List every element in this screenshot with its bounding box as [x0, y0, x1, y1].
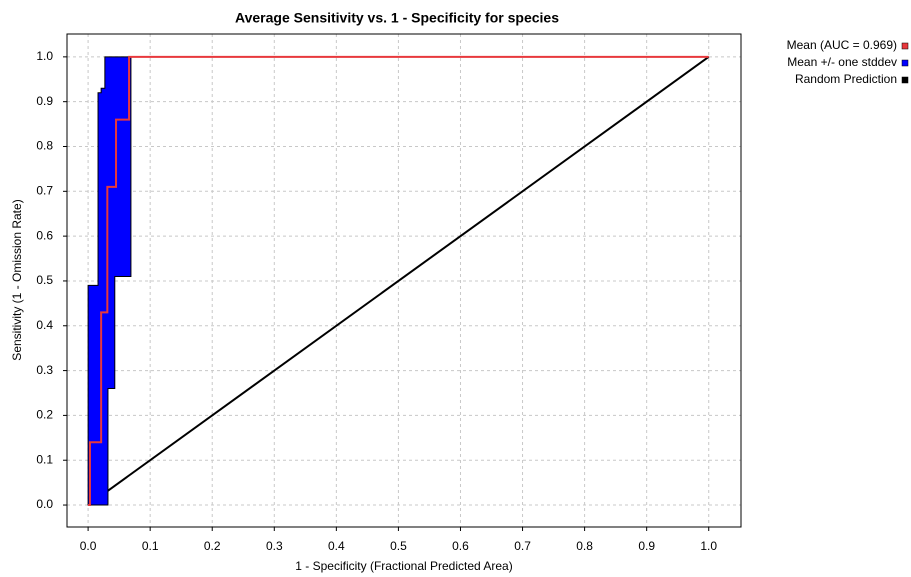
x-tick-label: 0.0 — [80, 539, 97, 553]
y-tick-label: 0.8 — [36, 139, 53, 153]
legend-label: Mean (AUC = 0.969) — [787, 38, 897, 52]
x-tick-label: 0.7 — [514, 539, 531, 553]
y-tick-label: 0.0 — [36, 497, 53, 511]
y-tick-label: 0.1 — [36, 452, 53, 466]
legend-label: Random Prediction — [795, 72, 897, 86]
series-line — [88, 55, 709, 507]
x-tick-label: 1.0 — [700, 539, 717, 553]
plot-border — [66, 33, 742, 528]
chart-title: Average Sensitivity vs. 1 - Specificity … — [235, 10, 559, 26]
x-tick-label: 0.9 — [638, 539, 655, 553]
legend-label: Mean +/- one stddev — [787, 55, 897, 69]
y-tick-label: 0.3 — [36, 363, 53, 377]
y-tick-label: 0.5 — [36, 273, 53, 287]
x-tick-label: 0.4 — [328, 539, 345, 553]
x-tick-label: 0.6 — [452, 539, 469, 553]
x-axis-label: 1 - Specificity (Fractional Predicted Ar… — [295, 559, 512, 573]
y-tick-label: 0.4 — [36, 318, 53, 332]
y-tick-label: 0.9 — [36, 94, 53, 108]
y-tick-label: 1.0 — [36, 49, 53, 63]
x-tick-label: 0.3 — [266, 539, 283, 553]
x-tick-label: 0.2 — [204, 539, 221, 553]
legend-swatch — [901, 42, 909, 50]
legend-swatch — [901, 59, 909, 67]
x-tick-label: 0.8 — [576, 539, 593, 553]
x-tick-label: 0.5 — [390, 539, 407, 553]
series-line — [87, 56, 710, 506]
legend-swatch — [901, 76, 909, 84]
y-axis-label: Sensitivity (1 - Omission Rate) — [10, 199, 24, 360]
x-tick-label: 0.1 — [142, 539, 159, 553]
y-tick-label: 0.6 — [36, 228, 53, 242]
y-tick-label: 0.7 — [36, 183, 53, 197]
y-tick-label: 0.2 — [36, 408, 53, 422]
